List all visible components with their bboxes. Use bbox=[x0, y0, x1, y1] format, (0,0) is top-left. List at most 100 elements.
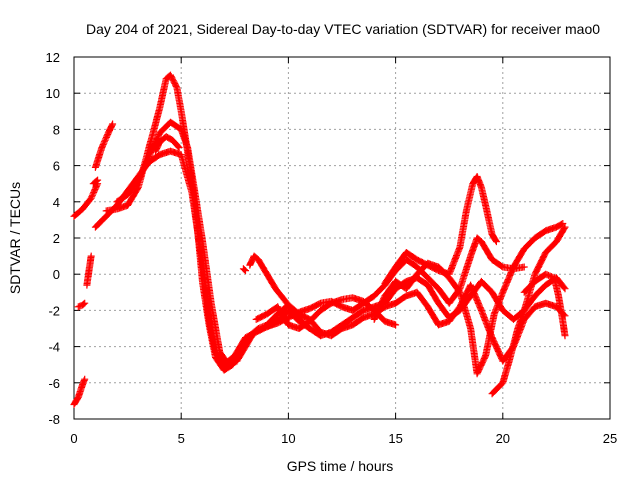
data-point bbox=[413, 260, 431, 278]
data-point bbox=[156, 76, 170, 112]
data-point bbox=[520, 279, 538, 296]
data-point bbox=[74, 302, 85, 311]
y-tick-label: -8 bbox=[48, 412, 60, 427]
data-point bbox=[267, 316, 283, 329]
data-point bbox=[167, 118, 184, 133]
data-point bbox=[424, 281, 442, 306]
data-point bbox=[520, 235, 538, 253]
data-point bbox=[381, 264, 399, 287]
data-point bbox=[477, 277, 495, 295]
data-point bbox=[113, 191, 130, 206]
data-point bbox=[98, 131, 112, 151]
data-point bbox=[402, 256, 420, 270]
data-point bbox=[89, 177, 100, 188]
data-point bbox=[456, 208, 470, 251]
data-point bbox=[156, 119, 173, 137]
y-tick-label: -4 bbox=[48, 340, 60, 355]
data-point bbox=[145, 130, 163, 161]
data-point bbox=[327, 325, 345, 340]
data-point bbox=[124, 185, 142, 209]
data-point bbox=[370, 282, 388, 300]
data-point bbox=[242, 329, 257, 351]
data-point bbox=[514, 308, 528, 332]
data-point bbox=[473, 353, 489, 378]
data-point bbox=[467, 279, 484, 300]
data-point bbox=[531, 250, 549, 278]
y-tick-label: 10 bbox=[46, 86, 60, 101]
y-tick-label: 4 bbox=[53, 195, 60, 210]
y-tick-label: -6 bbox=[48, 376, 60, 391]
series-track-o bbox=[370, 220, 567, 378]
grid-lines bbox=[74, 57, 610, 419]
series-track-g bbox=[91, 147, 528, 369]
data-point bbox=[552, 225, 568, 246]
data-point bbox=[550, 274, 562, 298]
data-point bbox=[263, 270, 279, 291]
data-point bbox=[295, 318, 313, 332]
data-point bbox=[381, 279, 399, 300]
data-point bbox=[488, 256, 506, 270]
data-point bbox=[205, 321, 219, 360]
y-tick-label: 8 bbox=[53, 122, 60, 137]
data-point bbox=[152, 139, 163, 155]
series-track-d bbox=[70, 180, 102, 220]
data-point bbox=[488, 380, 506, 398]
data-point bbox=[109, 120, 117, 128]
data-point bbox=[81, 375, 89, 383]
x-tick-label: 5 bbox=[178, 431, 185, 446]
data-point bbox=[175, 144, 183, 151]
data-point bbox=[392, 293, 409, 307]
data-point bbox=[199, 279, 213, 327]
series-track-m bbox=[252, 294, 400, 332]
data-point bbox=[199, 238, 215, 306]
data-point bbox=[467, 235, 481, 260]
data-point bbox=[445, 274, 463, 295]
data-series bbox=[70, 71, 569, 408]
data-point bbox=[79, 195, 94, 213]
data-point bbox=[233, 344, 249, 365]
x-tick-label: 10 bbox=[281, 431, 295, 446]
data-point bbox=[242, 267, 249, 275]
data-point bbox=[91, 145, 105, 171]
data-point bbox=[349, 307, 366, 322]
data-point bbox=[184, 144, 198, 190]
data-point bbox=[306, 308, 323, 325]
data-point bbox=[462, 181, 476, 215]
data-point bbox=[94, 176, 102, 184]
series-track-q bbox=[520, 270, 569, 340]
data-point bbox=[306, 325, 314, 332]
data-point bbox=[370, 293, 388, 323]
data-point bbox=[280, 296, 296, 313]
data-point bbox=[490, 290, 506, 318]
data-point bbox=[272, 285, 287, 302]
data-point bbox=[190, 183, 206, 244]
data-point bbox=[488, 230, 500, 244]
series-track-j bbox=[152, 133, 183, 155]
data-point bbox=[79, 300, 88, 309]
data-point bbox=[424, 303, 442, 328]
data-point bbox=[124, 177, 141, 199]
data-point bbox=[477, 238, 495, 262]
data-point bbox=[83, 268, 93, 289]
data-point bbox=[561, 285, 569, 293]
data-point bbox=[456, 288, 474, 331]
data-point bbox=[250, 252, 261, 263]
data-point bbox=[167, 71, 180, 90]
x-axis-ticks: 0 5 10 15 20 25 bbox=[70, 57, 617, 446]
data-point bbox=[70, 395, 82, 408]
data-point bbox=[392, 250, 409, 271]
data-point bbox=[561, 223, 569, 231]
series-track-c bbox=[83, 252, 95, 289]
data-point bbox=[445, 307, 463, 322]
data-point bbox=[152, 105, 163, 128]
data-point bbox=[145, 121, 159, 151]
data-point bbox=[435, 285, 452, 306]
x-tick-label: 25 bbox=[603, 431, 617, 446]
data-point bbox=[162, 133, 175, 143]
data-point bbox=[177, 125, 191, 150]
series-track-p bbox=[488, 223, 569, 398]
data-point bbox=[499, 359, 513, 387]
data-point bbox=[482, 312, 498, 360]
data-point bbox=[207, 299, 223, 354]
